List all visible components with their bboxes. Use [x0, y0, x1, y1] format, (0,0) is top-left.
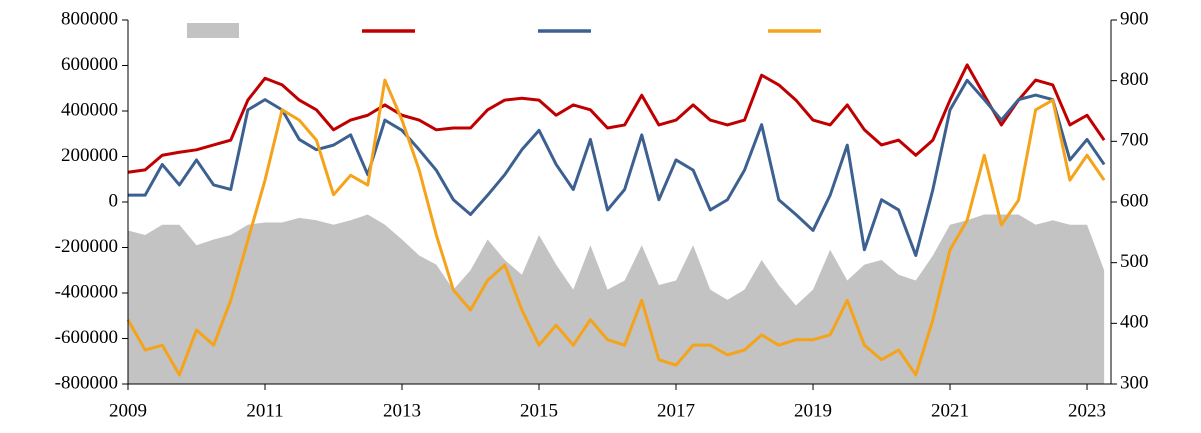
y-tick-label: -600000	[55, 327, 118, 348]
x-tick-label: 2023	[1068, 400, 1106, 421]
x-tick-label: 2013	[383, 400, 421, 421]
x-tick-label: 2011	[246, 400, 283, 421]
area	[128, 214, 1105, 384]
x-tick-label: 2017	[657, 400, 695, 421]
y2-tick-label: 700	[1120, 130, 1149, 151]
y-tick-label: 200000	[61, 145, 118, 166]
y-tick-label: -400000	[55, 281, 118, 302]
y-tick-label: 800000	[61, 8, 118, 29]
y2-tick-label: 400	[1120, 312, 1149, 333]
y2-tick-label: 300	[1120, 372, 1149, 393]
legend-swatch	[187, 23, 239, 38]
x-tick-label: 2009	[109, 400, 147, 421]
y2-tick-label: 500	[1120, 251, 1149, 272]
y-tick-label: 400000	[61, 99, 118, 120]
x-tick-label: 2021	[931, 400, 969, 421]
line	[127, 63, 1106, 174]
x-tick-label: 2015	[520, 400, 558, 421]
y-tick-label: 600000	[61, 54, 118, 75]
y-tick-label: -800000	[55, 372, 118, 393]
line	[128, 78, 1106, 257]
y-tick-label: -200000	[55, 236, 118, 257]
x-tick-label: 2019	[794, 400, 832, 421]
y2-tick-label: 600	[1120, 190, 1149, 211]
y2-tick-label: 900	[1120, 8, 1149, 29]
line	[126, 78, 1106, 377]
y2-tick-label: 800	[1120, 69, 1149, 90]
y-tick-label: 0	[109, 190, 119, 211]
